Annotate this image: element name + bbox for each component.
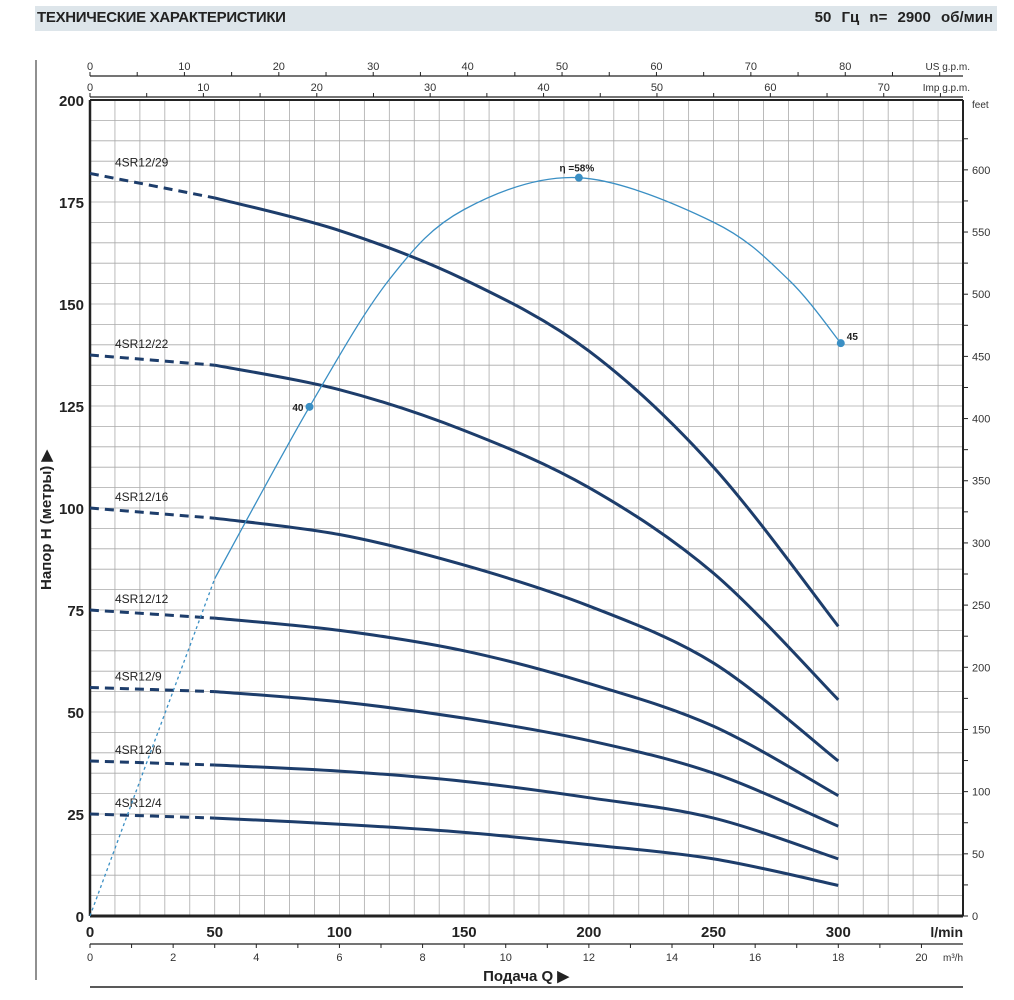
curve-dashed-4SR12-12	[89, 608, 215, 620]
y-tick-label: 0	[76, 909, 84, 926]
curve-label: 4SR12/6	[115, 743, 162, 757]
y-tick-label: 125	[59, 399, 84, 416]
efficiency-curve-dashed	[89, 578, 216, 917]
curve-4SR12-12	[214, 616, 840, 797]
y-tick-label: 100	[59, 501, 84, 518]
curve-label: 4SR12/29	[115, 155, 169, 169]
feet-tick-label: 600	[972, 165, 990, 177]
y-tick-label: 50	[67, 705, 84, 722]
m3h-tick-label: 10	[500, 952, 512, 964]
us-gpm-axis-tick-label: 60	[650, 61, 662, 73]
m3h-tick-label: 12	[583, 952, 595, 964]
x-tick-label: 250	[701, 924, 726, 941]
x-tick-label: 50	[206, 924, 223, 941]
efficiency-label: η =58%	[560, 164, 595, 175]
feet-tick-label: 500	[972, 289, 990, 301]
us-gpm-axis-tick-label: 80	[839, 61, 851, 73]
curve-4SR12-16	[214, 516, 840, 763]
efficiency-label: 40	[292, 403, 304, 414]
efficiency-point	[574, 173, 583, 182]
header-subtitle: 50 Гц n= 2900 об/мин	[814, 9, 993, 26]
x-tick-label: 0	[86, 924, 94, 941]
y-tick-label: 175	[59, 195, 84, 212]
imp-gpm-axis-tick-label: 70	[878, 82, 890, 94]
m3h-tick-label: 18	[832, 952, 844, 964]
curve-4SR12-4	[214, 816, 839, 887]
feet-tick-label: 350	[972, 476, 990, 488]
feet-tick-label: 250	[972, 600, 990, 612]
us-gpm-axis-tick-label: 20	[273, 61, 285, 73]
imp-gpm-axis-unit-label: Imp g.p.m.	[923, 83, 970, 94]
x-tick-label: 300	[826, 924, 851, 941]
curve-label: 4SR12/12	[115, 592, 169, 606]
curve-dashed-4SR12-29	[89, 171, 216, 200]
x-unit-label: l/min	[930, 924, 963, 940]
m3h-tick-label: 6	[336, 952, 342, 964]
us-gpm-axis-tick-label: 40	[462, 61, 474, 73]
m3h-tick-label: 4	[253, 952, 259, 964]
curve-label: 4SR12/9	[115, 670, 162, 684]
header-bar: ТЕХНИЧЕСКИЕ ХАРАКТЕРИСТИКИ 50 Гц n= 2900…	[35, 6, 997, 31]
efficiency-curve	[214, 176, 842, 579]
imp-gpm-axis-tick-label: 30	[424, 82, 436, 94]
m3h-tick-label: 8	[420, 952, 426, 964]
header-title: ТЕХНИЧЕСКИЕ ХАРАКТЕРИСТИКИ	[37, 9, 286, 26]
efficiency-point	[305, 402, 314, 411]
us-gpm-axis-unit-label: US g.p.m.	[926, 62, 970, 73]
curve-label: 4SR12/22	[115, 337, 169, 351]
us-gpm-axis-tick-label: 0	[87, 61, 93, 73]
feet-tick-label: 50	[972, 849, 984, 861]
y-tick-label: 75	[67, 603, 84, 620]
feet-tick-label: 150	[972, 724, 990, 736]
feet-tick-label: 200	[972, 662, 990, 674]
feet-tick-label: 100	[972, 787, 990, 799]
curve-label: 4SR12/4	[115, 796, 162, 810]
feet-tick-label: 450	[972, 351, 990, 363]
imp-gpm-axis-tick-label: 20	[311, 82, 323, 94]
x-axis-title: Подача Q ▶	[483, 968, 570, 985]
curve-dashed-4SR12-4	[89, 812, 215, 820]
us-gpm-axis-tick-label: 50	[556, 61, 568, 73]
m3h-tick-label: 20	[915, 952, 927, 964]
imp-gpm-axis-tick-label: 40	[537, 82, 549, 94]
curve-4SR12-29	[214, 196, 840, 628]
feet-tick-label: 300	[972, 538, 990, 550]
imp-gpm-axis-tick-label: 10	[197, 82, 209, 94]
m3h-tick-label: 14	[666, 952, 678, 964]
feet-tick-label: 400	[972, 414, 990, 426]
m3h-tick-label: 16	[749, 952, 761, 964]
imp-gpm-axis-tick-label: 50	[651, 82, 663, 94]
us-gpm-axis-tick-label: 10	[178, 61, 190, 73]
y-tick-label: 200	[59, 93, 84, 110]
curve-dashed-4SR12-9	[89, 686, 215, 694]
imp-gpm-axis-tick-label: 0	[87, 82, 93, 94]
curve-dashed-4SR12-16	[89, 506, 215, 520]
imp-gpm-axis-tick-label: 60	[764, 82, 776, 94]
y-axis-title: Напор H (метры) ▶	[38, 449, 55, 590]
feet-tick-label: 550	[972, 227, 990, 239]
us-gpm-axis-tick-label: 30	[367, 61, 379, 73]
us-gpm-axis-tick-label: 70	[745, 61, 757, 73]
m3h-tick-label: 0	[87, 952, 93, 964]
m3h-tick-label: 2	[170, 952, 176, 964]
y-tick-label: 25	[67, 807, 84, 824]
x-tick-label: 200	[576, 924, 601, 941]
curve-label: 4SR12/16	[115, 490, 169, 504]
curve-4SR12-9	[214, 690, 839, 828]
feet-tick-label: 0	[972, 911, 978, 923]
m3h-unit-label: m³/h	[943, 953, 963, 964]
curve-4SR12-6	[214, 763, 839, 861]
feet-unit-label: feet	[972, 100, 989, 111]
efficiency-label: 45	[847, 332, 859, 343]
y-tick-label: 150	[59, 297, 84, 314]
x-tick-label: 100	[327, 924, 352, 941]
x-tick-label: 150	[452, 924, 477, 941]
efficiency-point	[836, 339, 845, 348]
curve-4SR12-22	[214, 363, 840, 701]
curve-dashed-4SR12-22	[89, 353, 215, 367]
curve-dashed-4SR12-6	[89, 759, 215, 767]
